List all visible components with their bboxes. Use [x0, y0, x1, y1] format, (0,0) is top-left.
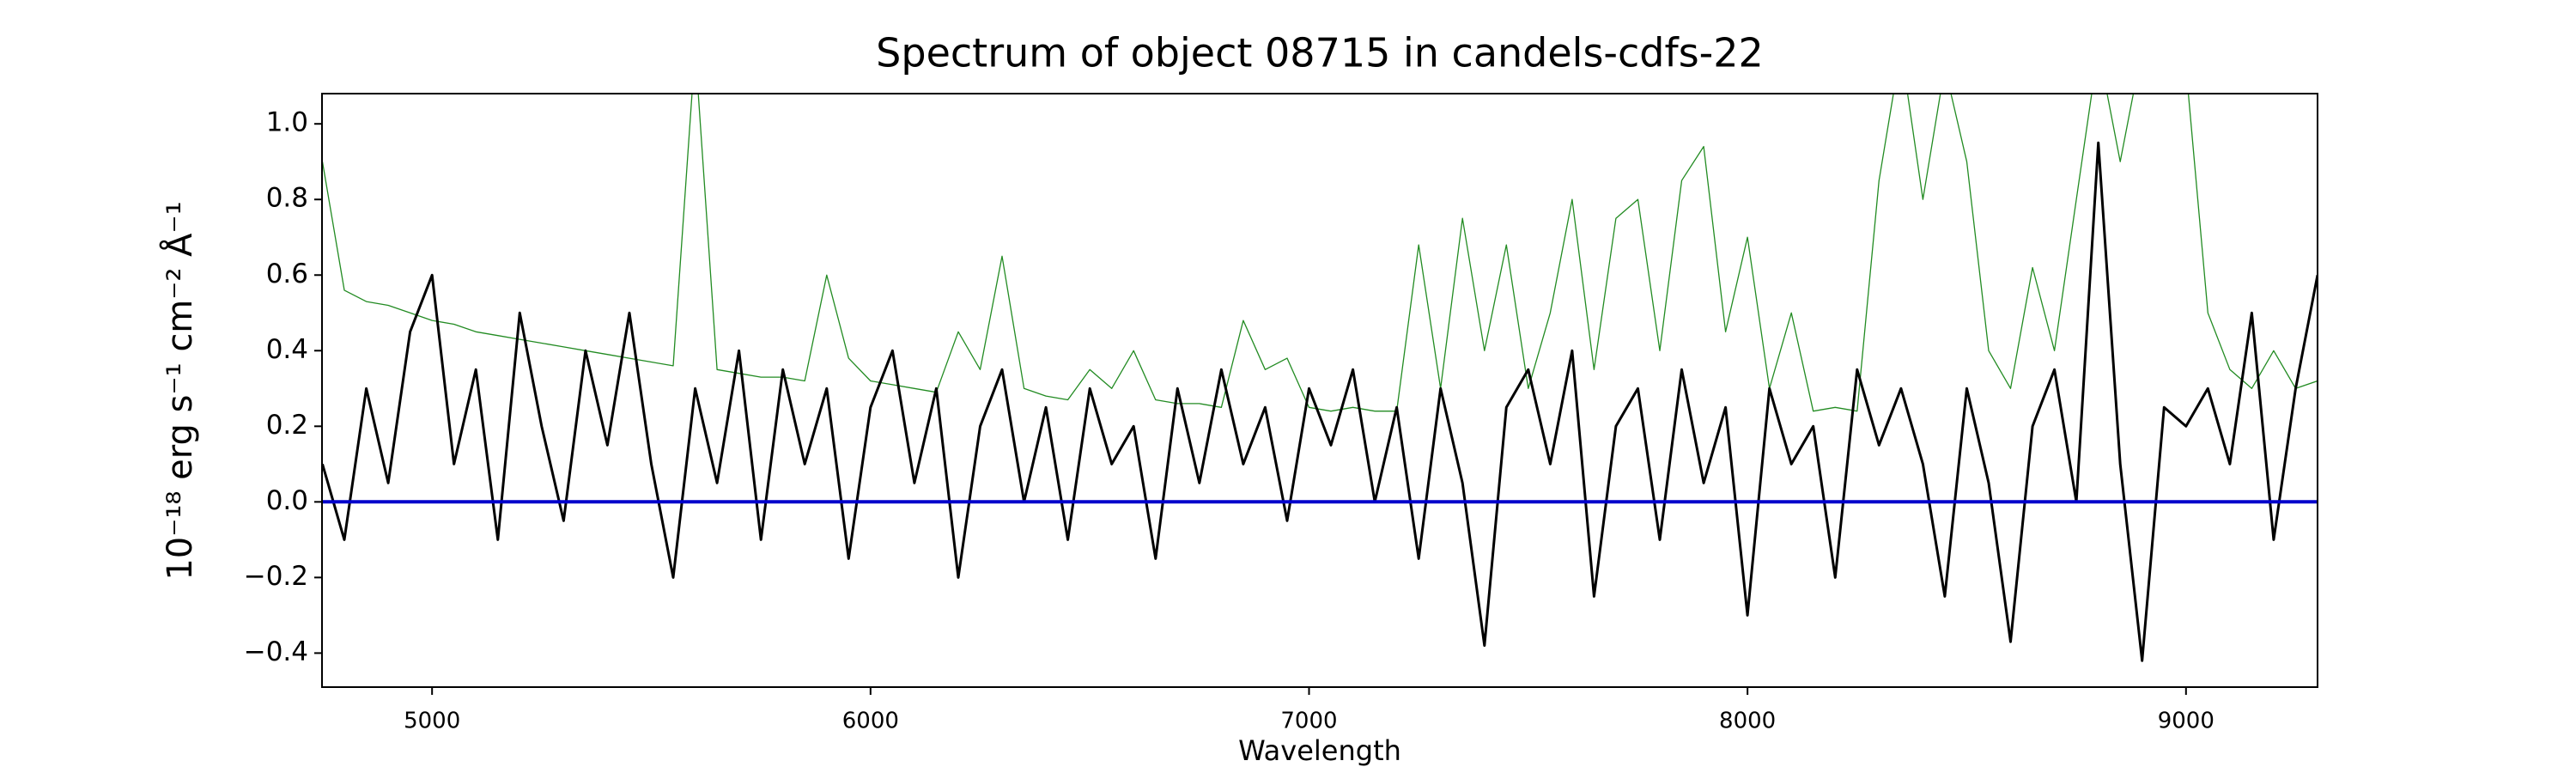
y-tick-label: −0.4	[244, 636, 308, 667]
x-tick-label: 7000	[1280, 709, 1337, 734]
x-tick-label: 6000	[842, 709, 899, 734]
chart-title: Spectrum of object 08715 in candels-cdfs…	[876, 30, 1764, 76]
y-tick-label: 0.6	[266, 259, 308, 289]
y-tick-label: −0.2	[244, 561, 308, 592]
y-tick-label: 0.2	[266, 410, 308, 441]
y-tick-label: 1.0	[266, 107, 308, 138]
plot-frame	[321, 93, 2318, 688]
spectrum-line	[322, 94, 2318, 412]
x-tick-label: 9000	[2158, 709, 2215, 734]
x-axis-label: Wavelength	[1238, 734, 1401, 767]
spectrum-line	[322, 141, 2318, 662]
x-tick-label: 8000	[1719, 709, 1776, 734]
y-axis-label: 10⁻¹⁸ erg s⁻¹ cm⁻² Å⁻¹	[159, 201, 200, 580]
y-tick-label: 0.0	[266, 485, 308, 516]
y-tick-label: 0.4	[266, 334, 308, 365]
x-tick-label: 5000	[404, 709, 460, 734]
plot-area	[322, 94, 2318, 662]
y-tick-label: 0.8	[266, 183, 308, 214]
